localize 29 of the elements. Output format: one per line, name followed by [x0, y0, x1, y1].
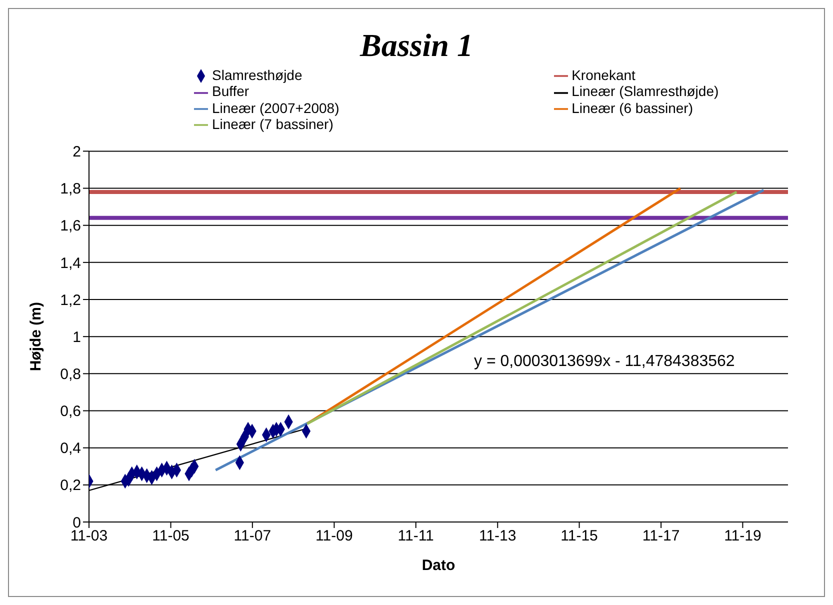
x-tick-label: 11-15 [560, 528, 598, 545]
y-tick-label: 0,8 [60, 366, 81, 383]
legend-label: Buffer [212, 83, 250, 100]
chart-title: Bassin 1 [358, 27, 474, 64]
legend-label: Lineær (7 bassiner) [212, 116, 334, 132]
y-tick-label: 0,6 [60, 403, 81, 420]
x-tick-label: 11-11 [398, 528, 434, 545]
y-tick-label: 1,6 [60, 218, 81, 235]
x-axis-title: Dato [422, 557, 456, 574]
y-tick-label: 1,8 [60, 180, 81, 198]
legend-label: Kronekant [572, 67, 636, 83]
y-tick-label: 1 [72, 328, 81, 346]
legend-label: Lineær (6 bassiner) [572, 100, 693, 116]
legend-label: Lineær (Slamresthøjde) [572, 83, 719, 100]
y-tick-label: 2 [72, 144, 81, 161]
x-tick-label: 11-13 [478, 528, 516, 545]
y-axis-title: Højde (m) [27, 302, 44, 372]
x-tick-label: 11-19 [724, 528, 762, 545]
y-tick-label: 1,4 [60, 254, 81, 272]
y-tick-label: 0,2 [60, 477, 81, 494]
y-tick-label: 0,4 [60, 440, 81, 458]
legend-label: Lineær (2007+2008) [212, 100, 340, 116]
x-tick-label: 11-09 [316, 528, 353, 545]
x-tick-label: 11-17 [642, 528, 680, 545]
y-tick-label: 1,2 [60, 292, 81, 309]
annotation: y = 0,0003013699x - 11,4784383562 [474, 353, 735, 371]
legend-label: Slamresthøjde [212, 67, 302, 83]
x-tick-label: 11-07 [234, 528, 272, 545]
x-tick-label: 11-05 [152, 528, 190, 545]
